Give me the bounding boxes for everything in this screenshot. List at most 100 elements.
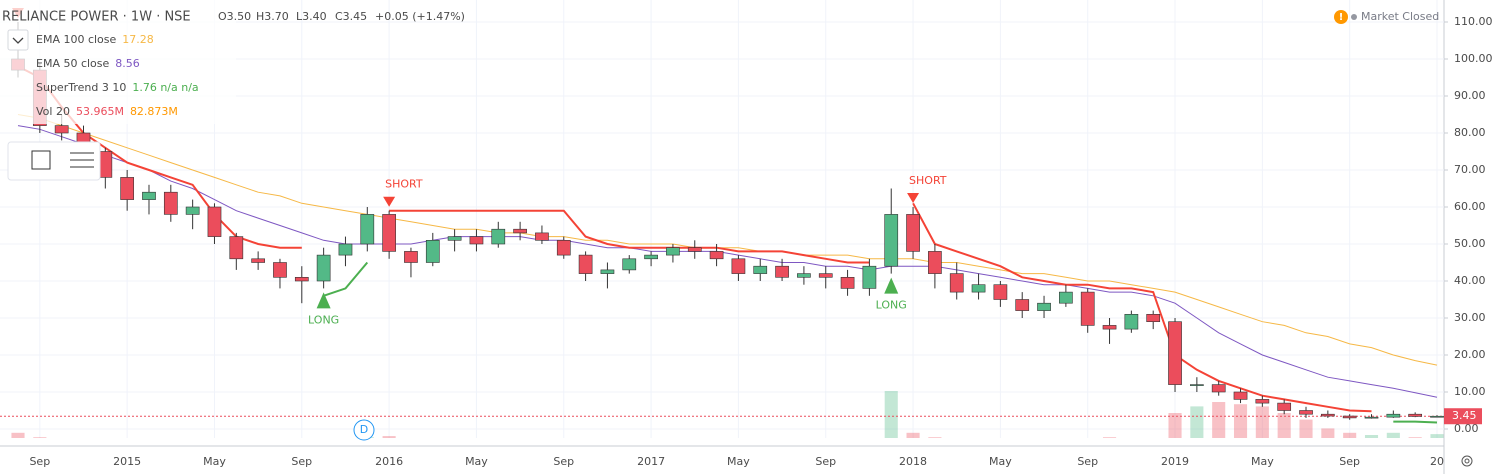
x-tick-label: 2017	[637, 455, 665, 468]
x-tick-label: May	[203, 455, 226, 468]
candle-body	[491, 228, 506, 245]
volume-bar	[1386, 432, 1400, 438]
x-tick-label: May	[989, 455, 1012, 468]
candle-body	[928, 251, 942, 274]
candle-body	[1342, 415, 1357, 419]
volume-bar	[1233, 404, 1248, 438]
legend-value: 82.873M	[130, 105, 178, 118]
volume-bar	[1364, 435, 1379, 438]
signal-label: LONG	[308, 313, 339, 326]
candle-body	[1146, 313, 1161, 322]
candle-body	[818, 273, 833, 278]
ohlc-open: O3.50	[218, 10, 251, 23]
volume-bar	[1299, 419, 1313, 438]
y-tick-label: 100.00	[1454, 52, 1493, 65]
x-tick-label: Sep	[1339, 455, 1360, 468]
volume-bar	[1190, 406, 1204, 438]
x-tick-label: May	[1251, 455, 1274, 468]
x-tick-label: 2019	[1161, 455, 1189, 468]
candle-body	[731, 258, 746, 274]
legend-name: Vol 20	[36, 105, 70, 118]
legend-name: SuperTrend 3 10	[36, 81, 126, 94]
y-tick-label: 90.00	[1454, 89, 1486, 102]
candle-body	[840, 276, 855, 289]
candle-body	[316, 254, 331, 282]
volume-bar	[1277, 413, 1291, 438]
candle-body	[207, 206, 222, 237]
candle-body	[1037, 302, 1051, 311]
volume-bar	[1321, 428, 1335, 438]
legend-value: 17.28	[122, 33, 154, 46]
dividend-marker[interactable]	[353, 419, 375, 441]
volume-bar	[906, 432, 920, 438]
candle-body	[578, 254, 593, 274]
candle-body	[294, 276, 309, 282]
select-tool[interactable]	[31, 150, 51, 170]
y-tick-label: 50.00	[1454, 237, 1486, 250]
last-price-box	[1444, 408, 1482, 425]
candle-body	[1015, 299, 1030, 311]
y-tick-label: 0.00	[1454, 422, 1479, 435]
x-tick-label: 2018	[899, 455, 927, 468]
x-tick-label: 20	[1430, 455, 1444, 468]
candle-body	[1059, 291, 1073, 304]
legend-name: EMA 50 close	[36, 57, 110, 70]
volume-bar	[1102, 437, 1117, 438]
y-tick-label: 30.00	[1454, 311, 1486, 324]
list-tool[interactable]	[70, 152, 94, 168]
y-tick-label: 40.00	[1454, 274, 1486, 287]
candle-body	[949, 273, 964, 293]
status-icon[interactable]	[1334, 10, 1348, 24]
settings-gear[interactable]	[1461, 455, 1473, 467]
drawing-toolbar	[7, 141, 101, 181]
candle-body	[1408, 413, 1423, 417]
signal-label: SHORT	[385, 178, 423, 191]
legend-name: EMA 100 close	[36, 33, 117, 46]
candle-body	[753, 265, 768, 274]
candle-body	[1211, 384, 1226, 393]
candle-body	[862, 265, 877, 289]
x-tick-label: Sep	[553, 455, 574, 468]
volume-bar	[928, 437, 942, 438]
legend-backdrop	[0, 0, 236, 124]
volume-bar	[11, 432, 25, 438]
y-tick-label: 80.00	[1454, 126, 1486, 139]
candle-body	[971, 284, 986, 293]
x-tick-label: May	[465, 455, 488, 468]
candle-body	[229, 236, 244, 260]
candle-body	[1080, 291, 1095, 326]
candle-body	[1299, 410, 1313, 415]
candle-body	[797, 273, 811, 278]
x-tick-label: Sep	[29, 455, 50, 468]
legend-toggle[interactable]	[7, 29, 29, 51]
x-tick-label: Sep	[815, 455, 836, 468]
candle-body	[54, 125, 69, 134]
x-tick-label: 2016	[375, 455, 403, 468]
candle-body	[535, 232, 549, 241]
legend-value: 1.76 n/a n/a	[132, 81, 198, 94]
candle-body	[1430, 415, 1444, 418]
candle-body	[687, 247, 702, 252]
candle-body	[98, 151, 113, 178]
volume-bar	[884, 391, 898, 438]
ema-line	[17, 125, 1438, 398]
y-tick-label: 70.00	[1454, 163, 1486, 176]
legend-value: 8.56	[115, 57, 140, 70]
ohlc-high: H3.70	[256, 10, 289, 23]
ohlc-close: C3.45	[335, 10, 367, 23]
dividend-marker-label: D	[360, 423, 368, 436]
candle-body	[906, 214, 920, 252]
signal-label: SHORT	[909, 174, 947, 187]
y-tick-label: 10.00	[1454, 385, 1486, 398]
symbol-title: RELIANCE POWER · 1W · NSE	[2, 10, 191, 25]
candle-body	[622, 258, 637, 271]
ohlc-change: +0.05 (+1.47%)	[375, 10, 465, 23]
candle-body	[513, 228, 527, 234]
signal-arrow	[383, 196, 396, 207]
candle-body	[775, 265, 789, 278]
volume-bar	[382, 436, 396, 438]
y-tick-label: 60.00	[1454, 200, 1486, 213]
x-tick-label: May	[727, 455, 750, 468]
candle-body	[382, 214, 396, 252]
